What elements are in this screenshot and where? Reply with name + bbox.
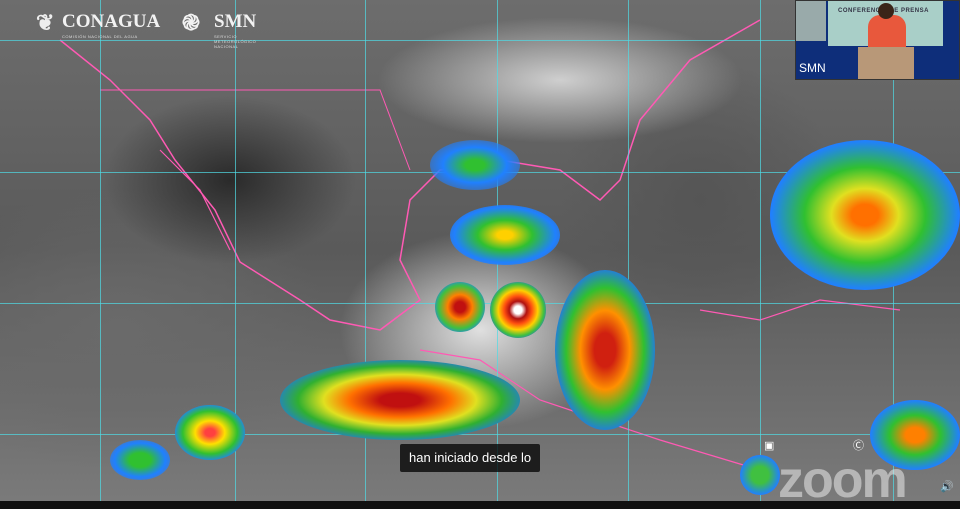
conagua-emblem-icon: ❦: [36, 10, 55, 35]
cc-icon[interactable]: Ⓒ: [853, 440, 864, 452]
grid-line: [235, 0, 236, 501]
grid-line: [0, 434, 960, 435]
storm-cell: [430, 140, 520, 190]
storm-cell: [770, 140, 960, 290]
speaker: [868, 15, 906, 49]
grid-line: [365, 0, 366, 501]
storm-cell: [870, 400, 960, 470]
storm-cell: [450, 205, 560, 265]
storm-cell: [280, 360, 520, 440]
speaker-head: [878, 3, 894, 19]
storm-cell: [175, 405, 245, 460]
hurricane: [490, 282, 546, 338]
smn-emblem-icon: ֎: [182, 10, 200, 35]
storm-cell: [555, 270, 655, 430]
zoom-watermark: zoom: [778, 451, 908, 509]
participant-video-tile[interactable]: CONFERENCIA DE PRENSA SMN: [795, 0, 960, 80]
closed-caption: han iniciado desde lo: [400, 444, 541, 472]
smn-wordmark: SMN: [214, 11, 257, 32]
storm-cell: [435, 282, 485, 332]
storm-cell: [110, 440, 170, 480]
conagua-wordmark: CONAGUA: [62, 11, 161, 32]
grid-line: [628, 0, 629, 501]
participant-name: SMN: [799, 61, 826, 75]
podium: [858, 47, 914, 79]
caption-icon[interactable]: ▣: [764, 440, 775, 452]
conagua-subtitle: COMISIÓN NACIONAL DEL AGUA: [62, 34, 138, 39]
speaker-volume-icon[interactable]: 🔊: [940, 481, 954, 493]
background-wall: [796, 1, 826, 41]
grid-line: [100, 0, 101, 501]
smn-subtitle: SERVICIO METEOROLÓGICO NACIONAL: [214, 34, 257, 49]
storm-cell: [740, 455, 780, 495]
grid-line: [0, 40, 960, 41]
grid-line: [760, 0, 761, 501]
